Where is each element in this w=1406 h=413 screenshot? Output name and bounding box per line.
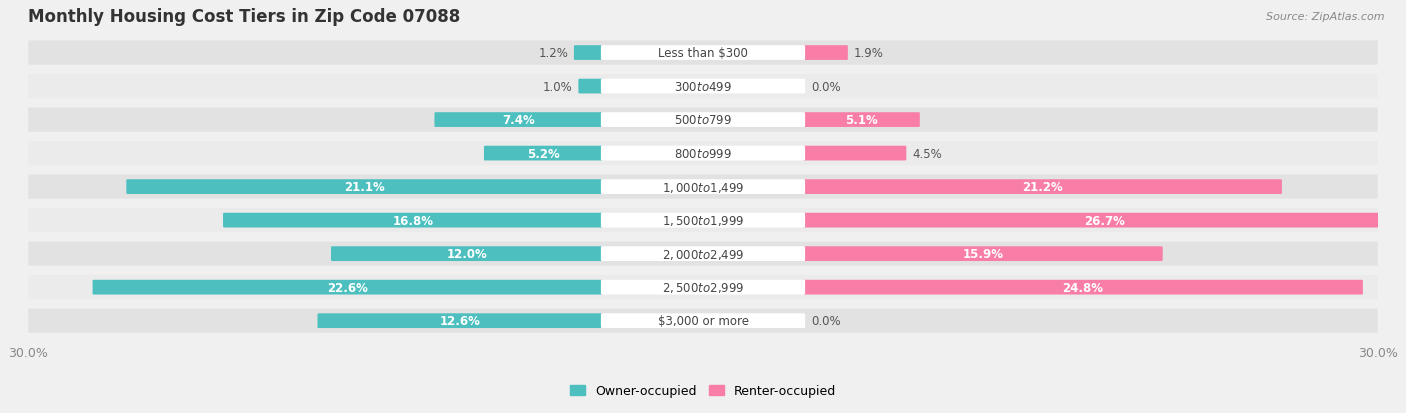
Text: 12.6%: 12.6% (440, 314, 481, 328)
Text: $500 to $799: $500 to $799 (673, 114, 733, 127)
Text: 0.0%: 0.0% (811, 314, 841, 328)
FancyBboxPatch shape (28, 75, 1378, 99)
Text: 21.1%: 21.1% (344, 180, 385, 194)
FancyBboxPatch shape (803, 247, 1163, 261)
FancyBboxPatch shape (318, 313, 603, 328)
Text: Less than $300: Less than $300 (658, 47, 748, 60)
FancyBboxPatch shape (330, 247, 603, 261)
FancyBboxPatch shape (600, 46, 806, 61)
FancyBboxPatch shape (803, 146, 907, 161)
Text: 0.0%: 0.0% (811, 81, 841, 93)
Text: 4.5%: 4.5% (912, 147, 942, 160)
FancyBboxPatch shape (803, 113, 920, 128)
Text: 5.1%: 5.1% (845, 114, 877, 127)
Text: 26.7%: 26.7% (1084, 214, 1125, 227)
FancyBboxPatch shape (224, 213, 603, 228)
FancyBboxPatch shape (28, 309, 1378, 333)
FancyBboxPatch shape (434, 113, 603, 128)
FancyBboxPatch shape (803, 280, 1362, 295)
Text: 1.0%: 1.0% (543, 81, 572, 93)
Text: 1.9%: 1.9% (853, 47, 883, 60)
FancyBboxPatch shape (600, 247, 806, 261)
FancyBboxPatch shape (578, 80, 603, 94)
FancyBboxPatch shape (600, 180, 806, 195)
Text: $300 to $499: $300 to $499 (673, 81, 733, 93)
Text: Monthly Housing Cost Tiers in Zip Code 07088: Monthly Housing Cost Tiers in Zip Code 0… (28, 8, 461, 26)
FancyBboxPatch shape (600, 313, 806, 328)
Text: 21.2%: 21.2% (1022, 180, 1063, 194)
FancyBboxPatch shape (803, 213, 1406, 228)
FancyBboxPatch shape (93, 280, 603, 295)
FancyBboxPatch shape (484, 146, 603, 161)
FancyBboxPatch shape (28, 275, 1378, 299)
FancyBboxPatch shape (600, 213, 806, 228)
FancyBboxPatch shape (574, 46, 603, 61)
Text: $2,000 to $2,499: $2,000 to $2,499 (662, 247, 744, 261)
Text: 15.9%: 15.9% (963, 247, 1004, 261)
FancyBboxPatch shape (28, 108, 1378, 132)
FancyBboxPatch shape (600, 280, 806, 295)
Text: 22.6%: 22.6% (328, 281, 368, 294)
FancyBboxPatch shape (28, 209, 1378, 233)
FancyBboxPatch shape (600, 113, 806, 128)
FancyBboxPatch shape (28, 175, 1378, 199)
Text: Source: ZipAtlas.com: Source: ZipAtlas.com (1267, 12, 1385, 22)
Text: 1.2%: 1.2% (538, 47, 568, 60)
Text: 24.8%: 24.8% (1063, 281, 1104, 294)
FancyBboxPatch shape (600, 146, 806, 161)
Text: $1,000 to $1,499: $1,000 to $1,499 (662, 180, 744, 194)
Text: 5.2%: 5.2% (527, 147, 560, 160)
FancyBboxPatch shape (28, 41, 1378, 66)
Legend: Owner-occupied, Renter-occupied: Owner-occupied, Renter-occupied (565, 380, 841, 402)
FancyBboxPatch shape (803, 46, 848, 61)
FancyBboxPatch shape (600, 80, 806, 94)
FancyBboxPatch shape (803, 180, 1282, 195)
Text: $3,000 or more: $3,000 or more (658, 314, 748, 328)
Text: $2,500 to $2,999: $2,500 to $2,999 (662, 280, 744, 294)
Text: $1,500 to $1,999: $1,500 to $1,999 (662, 214, 744, 228)
Text: $800 to $999: $800 to $999 (673, 147, 733, 160)
Text: 16.8%: 16.8% (392, 214, 433, 227)
Text: 12.0%: 12.0% (447, 247, 488, 261)
Text: 7.4%: 7.4% (502, 114, 534, 127)
FancyBboxPatch shape (28, 142, 1378, 166)
FancyBboxPatch shape (28, 242, 1378, 266)
FancyBboxPatch shape (127, 180, 603, 195)
